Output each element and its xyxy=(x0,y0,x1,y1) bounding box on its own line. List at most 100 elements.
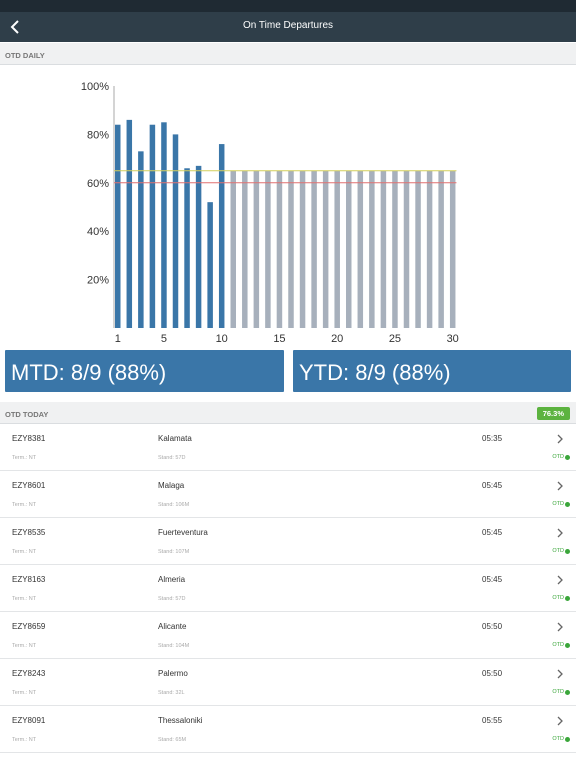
chart-bar xyxy=(403,170,410,328)
chevron-right-icon xyxy=(557,669,563,679)
flight-status: OTD xyxy=(552,642,564,648)
back-chevron-icon[interactable] xyxy=(6,17,26,37)
chart-bar xyxy=(311,170,317,328)
flight-row[interactable]: EZY8535 Fuerteventura 05:45 Term.: NT Stand:… xyxy=(0,518,576,565)
flight-number: EZY8535 xyxy=(12,528,46,537)
flight-terminal: Term.: NT xyxy=(12,690,37,696)
chart-bar xyxy=(415,170,421,328)
chevron-right-icon xyxy=(557,481,563,491)
otd-daily-label: OTD DAILY xyxy=(5,51,45,60)
chart-bar xyxy=(449,170,456,328)
chart-bar xyxy=(392,170,398,328)
flight-number: EZY8091 xyxy=(12,716,46,725)
chart-bar xyxy=(161,122,167,328)
flight-destination: Thessaloniki xyxy=(158,716,203,725)
flight-status: OTD xyxy=(552,595,564,601)
mtd-box: MTD: 8/9 (88%) xyxy=(5,350,284,392)
flight-terminal: Term.: NT xyxy=(12,737,37,743)
flight-row[interactable]: EZY8659 Alicante 05:50 Term.: NT Stand: 104M… xyxy=(0,612,576,659)
flight-time: 05:35 xyxy=(482,434,503,443)
flight-number: EZY8659 xyxy=(12,622,46,631)
flight-stand: Stand: 57D xyxy=(158,596,186,602)
status-dot-icon xyxy=(565,643,570,648)
flight-destination: Alicante xyxy=(158,622,187,631)
flight-list: EZY8381 Kalamata 05:35 Term.: NT Stand: 57D O… xyxy=(0,424,576,753)
x-tick-label: 15 xyxy=(273,333,285,345)
chart-bar xyxy=(346,170,352,328)
chevron-right-icon xyxy=(557,716,563,726)
chart-bar xyxy=(334,170,340,328)
flight-destination: Malaga xyxy=(158,481,185,490)
otd-today-badge: 76.3% xyxy=(536,407,570,420)
chart-bar xyxy=(138,151,144,328)
chart-bar xyxy=(357,170,364,328)
x-tick-label: 20 xyxy=(331,333,343,345)
chart-bar xyxy=(253,170,260,328)
flight-terminal: Term.: NT xyxy=(12,643,37,649)
chart-bar xyxy=(242,170,248,328)
flight-terminal: Term.: NT xyxy=(12,549,37,555)
chart-bar xyxy=(322,170,329,328)
chevron-right-icon xyxy=(557,434,563,444)
flight-number: EZY8163 xyxy=(12,575,46,584)
y-tick-label: 80% xyxy=(87,129,109,141)
flight-destination: Palermo xyxy=(158,669,188,678)
flight-time: 05:45 xyxy=(482,575,503,584)
chevron-right-icon xyxy=(557,575,563,585)
chart-bar xyxy=(184,168,190,328)
x-tick-label: 5 xyxy=(161,333,167,345)
flight-time: 05:55 xyxy=(482,716,503,725)
flight-status: OTD xyxy=(552,454,564,460)
chart-bar xyxy=(218,144,225,328)
flight-time: 05:50 xyxy=(482,622,503,631)
otd-today-header: OTD TODAY 76.3% xyxy=(0,402,576,424)
flight-row[interactable]: EZY8601 Malaga 05:45 Term.: NT Stand: 106M OT… xyxy=(0,471,576,518)
mtd-value: MTD: 8/9 (88%) xyxy=(11,360,167,385)
chart-bar xyxy=(230,170,236,328)
flight-time: 05:50 xyxy=(482,669,503,678)
status-dot-icon xyxy=(565,690,570,695)
chart-bar xyxy=(172,134,179,328)
ytd-box: YTD: 8/9 (88%) xyxy=(293,350,571,392)
flight-stand: Stand: 57D xyxy=(158,455,186,461)
flight-terminal: Term.: NT xyxy=(12,502,37,508)
status-dot-icon xyxy=(565,455,570,460)
flight-time: 05:45 xyxy=(482,481,503,490)
otd-daily-chart: 20% 40% 60% 80% 100% 1 5 10 15 20 25 30 xyxy=(0,66,576,346)
flight-number: EZY8243 xyxy=(12,669,46,678)
flight-status: OTD xyxy=(552,736,564,742)
status-dot-icon xyxy=(565,549,570,554)
chart-bar xyxy=(265,170,271,328)
chart-bar xyxy=(207,202,213,328)
flight-destination: Kalamata xyxy=(158,434,192,443)
flight-stand: Stand: 104M xyxy=(158,643,190,649)
x-tick-label: 1 xyxy=(115,333,121,345)
chart-bar xyxy=(438,170,444,328)
chevron-right-icon xyxy=(557,622,563,632)
flight-number: EZY8601 xyxy=(12,481,46,490)
flight-destination: Almeria xyxy=(158,575,186,584)
flight-row[interactable]: EZY8163 Almeria 05:45 Term.: NT Stand: 57D OT… xyxy=(0,565,576,612)
chart-bar xyxy=(288,170,294,328)
flight-status: OTD xyxy=(552,548,564,554)
flight-row[interactable]: EZY8091 Thessaloniki 05:55 Term.: NT Stand: … xyxy=(0,706,576,753)
chart-bar xyxy=(299,170,306,328)
y-tick-label: 100% xyxy=(81,81,109,93)
flight-time: 05:45 xyxy=(482,528,503,537)
flight-destination: Fuerteventura xyxy=(158,528,208,537)
x-tick-label: 10 xyxy=(216,333,228,345)
flight-row[interactable]: EZY8243 Palermo 05:50 Term.: NT Stand: 32L OT… xyxy=(0,659,576,706)
flight-stand: Stand: 107M xyxy=(158,549,190,555)
chart-bar xyxy=(149,124,156,328)
otd-today-label: OTD TODAY xyxy=(5,410,49,419)
y-tick-label: 60% xyxy=(87,178,109,190)
otd-daily-header: OTD DAILY xyxy=(0,43,576,65)
status-bar xyxy=(0,0,576,12)
chevron-right-icon xyxy=(557,528,563,538)
flight-row[interactable]: EZY8381 Kalamata 05:35 Term.: NT Stand: 57D O… xyxy=(0,424,576,471)
flight-stand: Stand: 106M xyxy=(158,502,190,508)
flight-number: EZY8381 xyxy=(12,434,46,443)
y-tick-label: 40% xyxy=(87,226,109,238)
flight-terminal: Term.: NT xyxy=(12,455,37,461)
status-dot-icon xyxy=(565,737,570,742)
